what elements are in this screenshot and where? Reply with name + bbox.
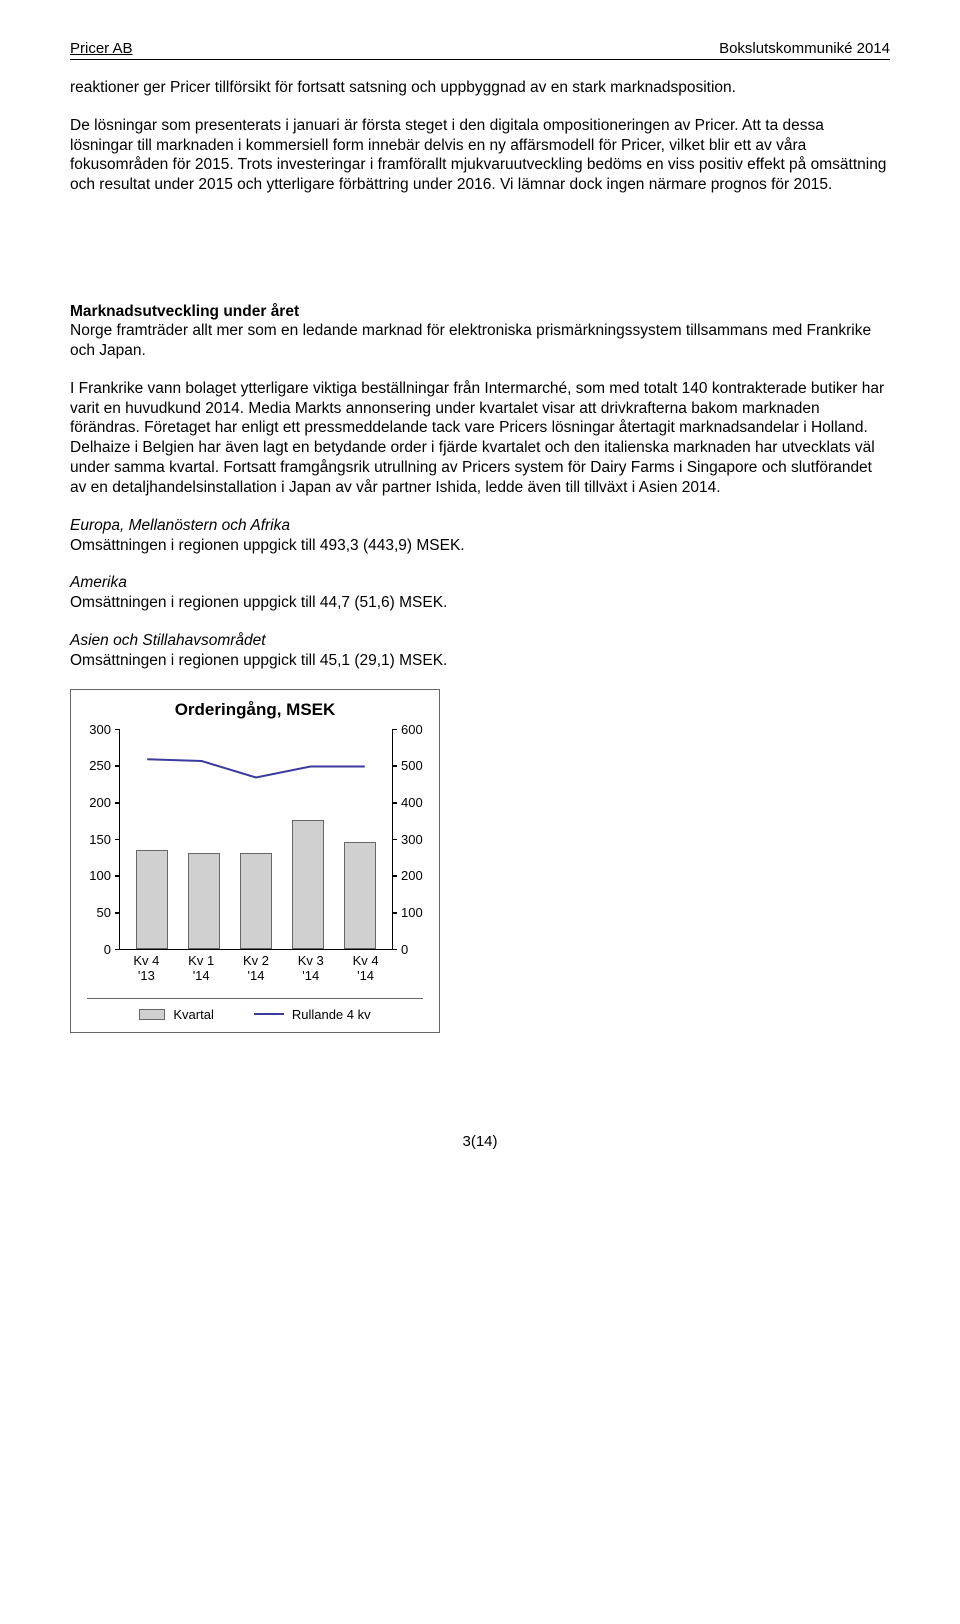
chart-title: Orderingång, MSEK <box>79 696 431 730</box>
market-intro: Norge framträder allt mer som en ledande… <box>70 322 871 359</box>
paragraph-1: reaktioner ger Pricer tillförsikt för fo… <box>70 78 890 98</box>
legend-line-label: Rullande 4 kv <box>292 1007 371 1022</box>
region-value: Omsättningen i regionen uppgick till 493… <box>70 536 890 556</box>
region-title: Asien och Stillahavsområdet <box>70 631 890 651</box>
x-axis-label: Kv 1'14 <box>181 954 221 984</box>
market-heading: Marknadsutveckling under året <box>70 303 890 321</box>
region-value: Omsättningen i regionen uppgick till 44,… <box>70 593 890 613</box>
region-block: AmerikaOmsättningen i regionen uppgick t… <box>70 573 890 613</box>
market-section: Marknadsutveckling under året Norge fram… <box>70 303 890 361</box>
chart-bar <box>292 820 324 948</box>
region-title: Europa, Mellanöstern och Afrika <box>70 516 890 536</box>
header-company: Pricer AB <box>70 40 133 57</box>
y-axis-right-tick: 200 <box>401 868 423 883</box>
region-block: Europa, Mellanöstern och AfrikaOmsättnin… <box>70 516 890 556</box>
page-number: 3(14) <box>70 1133 890 1150</box>
paragraph-2: De lösningar som presenterats i januari … <box>70 116 890 195</box>
x-axis-label: Kv 4'13 <box>126 954 166 984</box>
chart-plot-area: 050100150200250300 0100200300400500600 <box>79 730 431 950</box>
chart-bar <box>136 850 168 949</box>
y-axis-left-tick: 100 <box>89 868 111 883</box>
chart-bar <box>240 853 272 948</box>
page-header: Pricer AB Bokslutskommuniké 2014 <box>70 40 890 60</box>
y-axis-right-tick: 500 <box>401 758 423 773</box>
market-body: I Frankrike vann bolaget ytterligare vik… <box>70 379 890 498</box>
order-intake-chart: Orderingång, MSEK 0 50 100 150 200 250 300 0 10… <box>70 689 440 1033</box>
chart-bar <box>188 853 220 948</box>
header-report-title: Bokslutskommuniké 2014 <box>719 40 890 57</box>
x-axis-label: Kv 2'14 <box>236 954 276 984</box>
legend-bar: Kvartal <box>139 1007 213 1022</box>
legend-line-swatch <box>254 1013 284 1015</box>
legend-bar-swatch <box>139 1009 165 1020</box>
region-block: Asien och StillahavsområdetOmsättningen … <box>70 631 890 671</box>
y-axis-left-tick: 200 <box>89 795 111 810</box>
y-axis-right-tick: 600 <box>401 722 423 737</box>
legend-bar-label: Kvartal <box>173 1007 213 1022</box>
chart-legend: Kvartal Rullande 4 kv <box>87 998 423 1022</box>
y-axis-left-tick: 300 <box>89 722 111 737</box>
chart-bar <box>344 842 376 948</box>
region-title: Amerika <box>70 573 890 593</box>
x-axis-label: Kv 4'14 <box>346 954 386 984</box>
y-axis-right-tick: 400 <box>401 795 423 810</box>
legend-line: Rullande 4 kv <box>254 1007 371 1022</box>
y-axis-right-tick: 300 <box>401 832 423 847</box>
y-axis-left-tick: 0 <box>104 942 111 957</box>
y-axis-left-tick: 150 <box>89 832 111 847</box>
x-axis-label: Kv 3'14 <box>291 954 331 984</box>
y-axis-right-tick: 100 <box>401 905 423 920</box>
y-axis-right-tick: 0 <box>401 942 408 957</box>
y-axis-left-tick: 50 <box>97 905 111 920</box>
region-value: Omsättningen i regionen uppgick till 45,… <box>70 651 890 671</box>
y-axis-left-tick: 250 <box>89 758 111 773</box>
